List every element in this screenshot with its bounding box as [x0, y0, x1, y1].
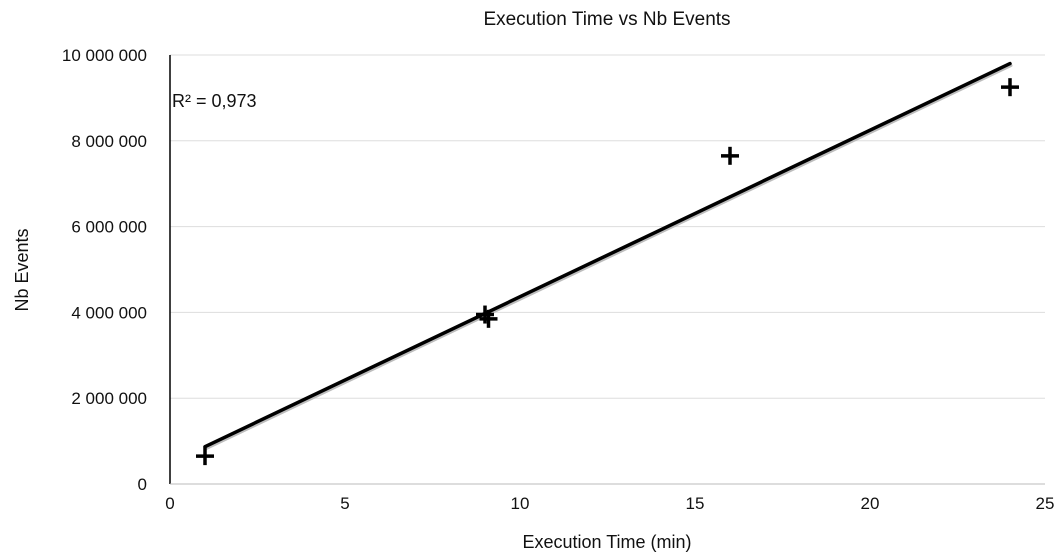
- y-tick-label: 6 000 000: [71, 218, 147, 237]
- data-point: [479, 309, 498, 328]
- y-tick-labels: 0 2 000 000 4 000 000 6 000 000 8 000 000 10 …: [62, 46, 147, 494]
- data-points: [196, 78, 1019, 466]
- x-tick-label: 0: [165, 494, 174, 513]
- data-point: [196, 447, 214, 466]
- data-point: [476, 305, 494, 324]
- data-point: [1001, 78, 1019, 97]
- y-tick-label: 2 000 000: [71, 389, 147, 408]
- r-squared-annotation: R² = 0,973: [172, 91, 257, 111]
- x-tick-labels: 0 5 10 15 20 25: [165, 494, 1054, 513]
- x-axis-title: Execution Time (min): [522, 532, 691, 552]
- y-tick-label: 4 000 000: [71, 303, 147, 322]
- trendline-layer: [203, 61, 1013, 451]
- chart-title: Execution Time vs Nb Events: [483, 9, 730, 30]
- data-point: [721, 146, 739, 165]
- x-tick-label: 5: [340, 494, 349, 513]
- trendline: [203, 61, 1012, 449]
- x-tick-label: 10: [511, 494, 530, 513]
- x-tick-label: 25: [1036, 494, 1055, 513]
- trendline-shadow: [204, 64, 1013, 451]
- y-tick-label: 10 000 000: [62, 46, 147, 65]
- grid-layer: [170, 54, 1045, 399]
- y-tick-label: 8 000 000: [71, 132, 147, 151]
- x-tick-label: 20: [861, 494, 880, 513]
- axis-layer: [169, 55, 1045, 485]
- y-axis-title: Nb Events: [12, 228, 32, 311]
- y-tick-label: 0: [138, 475, 147, 494]
- x-tick-label: 15: [686, 494, 705, 513]
